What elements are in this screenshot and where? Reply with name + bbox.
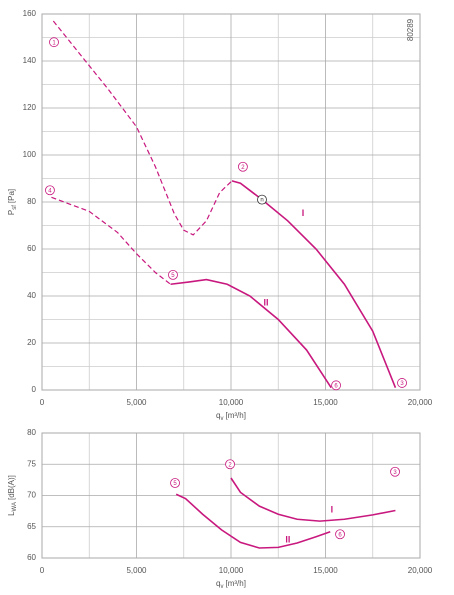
curve-name: II <box>263 297 268 307</box>
point-marker <box>397 378 407 388</box>
curve-name: II <box>285 534 290 544</box>
point-marker <box>49 37 59 48</box>
y-tick-label: 160 <box>23 9 37 18</box>
y-tick-label: 40 <box>27 291 36 300</box>
x-tick-label: 20,000 <box>408 566 433 575</box>
point-label: 1 <box>52 40 56 46</box>
curve-name: I <box>302 208 305 218</box>
axis-label: Psf [Pa] <box>7 189 17 215</box>
x-tick-label: 10,000 <box>219 398 244 407</box>
y-tick-label: 100 <box>23 150 37 159</box>
point-marker <box>168 269 178 280</box>
x-tick-label: 5,000 <box>126 566 147 575</box>
axis-unit: [m³/h] <box>226 411 246 420</box>
curve <box>230 477 396 522</box>
chart-code: 80289 <box>406 18 415 41</box>
curve <box>175 493 331 549</box>
axis-symbol: P <box>7 210 16 215</box>
y-tick-label: 20 <box>27 338 36 347</box>
y-tick-label: 80 <box>27 197 36 206</box>
point-label: 5 <box>173 481 177 487</box>
axis-symbol: L <box>7 511 16 516</box>
axis-subscript: v <box>221 584 224 590</box>
point-label: 5 <box>171 273 175 279</box>
point-marker <box>170 478 180 488</box>
axis-subscript: WA <box>12 502 18 511</box>
x-tick-label: 0 <box>40 566 45 575</box>
x-tick-label: 15,000 <box>313 398 338 407</box>
point-marker <box>390 466 400 477</box>
point-marker <box>45 185 55 196</box>
axis-unit: [m³/h] <box>226 579 246 588</box>
y-tick-label: 60 <box>27 244 36 253</box>
curve <box>52 20 233 236</box>
y-tick-label: 65 <box>27 522 36 531</box>
point-marker <box>335 529 345 540</box>
y-tick-label: 0 <box>32 385 37 394</box>
axis-subscript: v <box>221 416 224 422</box>
x-tick-label: 15,000 <box>313 566 338 575</box>
axis-subscript: sf <box>12 205 18 210</box>
y-tick-label: 120 <box>23 103 37 112</box>
y-tick-label: 60 <box>27 553 36 562</box>
axis-unit: [dB(A)] <box>7 475 16 500</box>
point-label: 3 <box>393 470 397 476</box>
axis-label: qv [m³/h] <box>216 579 246 589</box>
point-label: 6 <box>334 383 338 389</box>
axis-label: qv [m³/h] <box>216 411 246 421</box>
axis-label: LWA [dB(A)] <box>7 475 17 516</box>
point-label: 6 <box>338 532 342 538</box>
curve <box>231 180 397 388</box>
point-label: 4 <box>48 188 52 194</box>
y-tick-label: 75 <box>27 459 36 468</box>
point-label: n <box>260 198 263 204</box>
axis-symbol: q <box>216 411 220 420</box>
y-tick-label: 140 <box>23 56 37 65</box>
axis-unit: [Pa] <box>7 189 16 203</box>
point-label: 2 <box>241 165 245 171</box>
curve <box>170 278 332 389</box>
x-tick-label: 0 <box>40 398 45 407</box>
y-tick-label: 70 <box>27 491 36 500</box>
point-label: 3 <box>400 381 404 387</box>
curve <box>51 196 171 285</box>
x-tick-label: 10,000 <box>219 566 244 575</box>
point-marker <box>257 194 267 205</box>
point-marker <box>225 459 235 470</box>
y-tick-label: 80 <box>27 428 36 437</box>
point-marker <box>331 380 341 391</box>
x-tick-label: 20,000 <box>408 398 433 407</box>
curve-name: I <box>331 504 334 514</box>
axis-symbol: q <box>216 579 220 588</box>
point-marker <box>238 161 248 172</box>
x-tick-label: 5,000 <box>126 398 147 407</box>
point-label: 2 <box>228 462 232 468</box>
